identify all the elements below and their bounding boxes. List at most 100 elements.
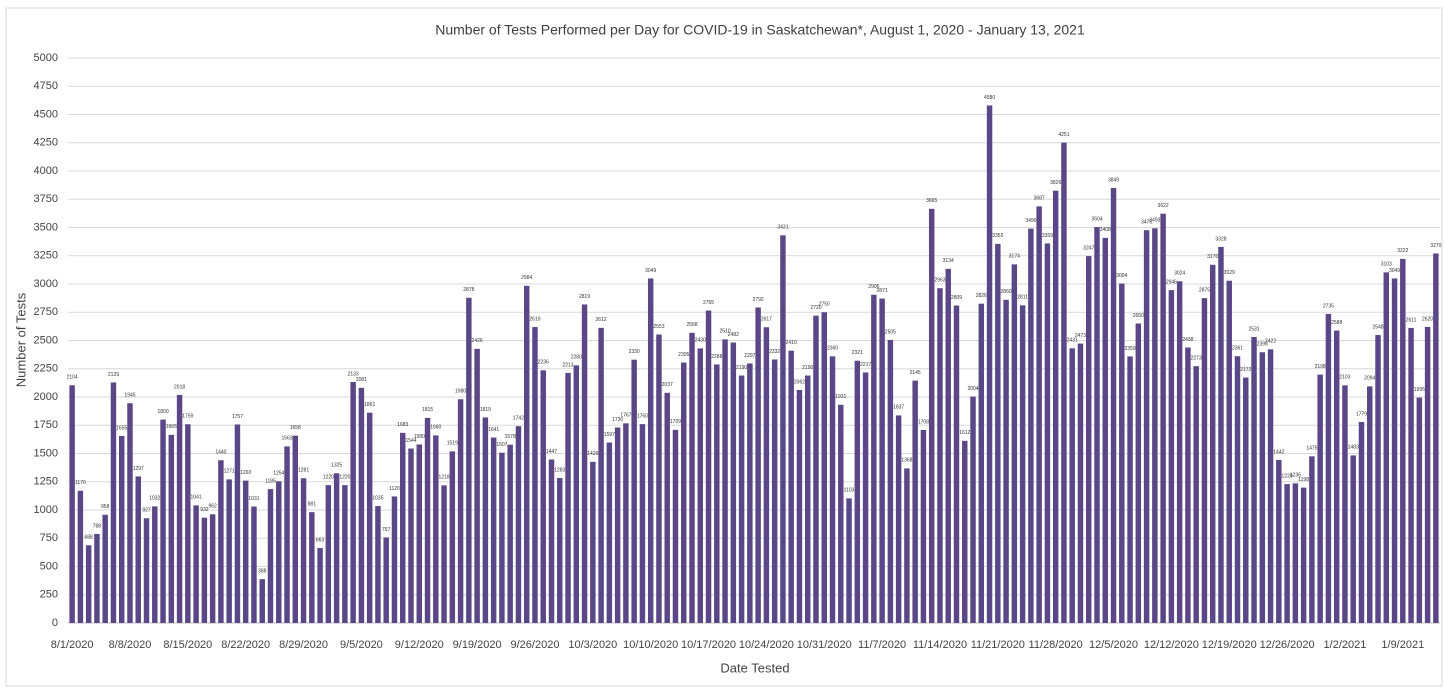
x-tick-label: 10/17/2020 bbox=[681, 639, 736, 651]
bar bbox=[887, 339, 894, 623]
value-label: 2213 bbox=[562, 362, 573, 368]
bar bbox=[449, 451, 456, 623]
value-label: 1655 bbox=[116, 425, 127, 431]
value-label: 1931 bbox=[835, 394, 846, 400]
value-label: 2438 bbox=[1182, 337, 1193, 343]
value-label: 2505 bbox=[885, 329, 896, 335]
value-label: 2288 bbox=[711, 354, 722, 360]
value-label: 2094 bbox=[1364, 376, 1375, 382]
bar bbox=[1267, 349, 1274, 623]
x-tick-label: 11/7/2020 bbox=[858, 639, 906, 651]
bar bbox=[474, 348, 480, 623]
bar bbox=[490, 437, 497, 623]
value-label: 3004 bbox=[1116, 273, 1127, 279]
value-label: 3134 bbox=[943, 258, 954, 264]
value-label: 2018 bbox=[174, 384, 185, 390]
value-label: 1597 bbox=[604, 432, 615, 438]
bar bbox=[391, 496, 398, 623]
value-label: 1440 bbox=[215, 450, 226, 456]
bar bbox=[1077, 343, 1084, 623]
value-label: 2875 bbox=[1199, 287, 1210, 293]
value-label: 1032 bbox=[149, 496, 160, 502]
value-label: 1281 bbox=[298, 468, 309, 474]
value-label: 1426 bbox=[587, 451, 598, 457]
value-label: 3024 bbox=[1174, 271, 1185, 277]
bar bbox=[441, 485, 447, 623]
bar bbox=[226, 479, 232, 623]
value-label: 2553 bbox=[653, 324, 664, 330]
bar bbox=[639, 424, 646, 623]
bar bbox=[1135, 323, 1142, 623]
value-label: 1254 bbox=[273, 471, 284, 477]
bar bbox=[862, 372, 869, 623]
value-label: 3174 bbox=[1009, 254, 1020, 260]
bar bbox=[102, 514, 108, 623]
value-label: 1283 bbox=[554, 467, 565, 473]
value-label: 2198 bbox=[1315, 364, 1326, 370]
bar bbox=[937, 288, 943, 623]
bar bbox=[879, 298, 885, 623]
x-tick-label: 11/14/2020 bbox=[913, 639, 967, 651]
bar bbox=[1152, 228, 1158, 623]
bar bbox=[1367, 386, 1373, 623]
value-label: 1995 bbox=[1414, 387, 1425, 393]
x-tick-label: 1/2/2021 bbox=[1324, 639, 1367, 651]
bar bbox=[1259, 352, 1266, 623]
value-label: 962 bbox=[208, 504, 217, 510]
bar bbox=[1251, 336, 1257, 623]
bar bbox=[1086, 256, 1092, 623]
value-label: 1103 bbox=[844, 488, 855, 494]
y-tick-label: 3250 bbox=[34, 250, 58, 262]
bar bbox=[1300, 487, 1307, 623]
value-label: 2217 bbox=[860, 362, 871, 368]
bar bbox=[1028, 228, 1034, 623]
value-label: 3355 bbox=[992, 233, 1003, 239]
value-label: 2361 bbox=[1232, 346, 1243, 352]
value-label: 2103 bbox=[1339, 375, 1350, 381]
bar bbox=[738, 375, 745, 623]
value-label: 2273 bbox=[1191, 355, 1202, 361]
bar bbox=[507, 444, 513, 623]
y-tick-label: 2750 bbox=[34, 306, 58, 318]
x-axis-label: Date Tested bbox=[720, 660, 789, 675]
bar bbox=[623, 423, 629, 623]
value-label: 1658 bbox=[290, 425, 301, 431]
value-label: 3849 bbox=[1108, 177, 1119, 183]
value-label: 1035 bbox=[372, 495, 383, 501]
y-tick-label: 1250 bbox=[34, 476, 58, 488]
value-label: 1580 bbox=[414, 434, 425, 440]
bar bbox=[515, 426, 522, 623]
bar bbox=[581, 304, 588, 623]
bar bbox=[350, 381, 356, 623]
value-label: 2588 bbox=[1331, 320, 1342, 326]
value-label: 1185 bbox=[265, 478, 276, 484]
x-tick-label: 12/5/2020 bbox=[1089, 639, 1138, 651]
value-label: 2360 bbox=[827, 346, 838, 352]
value-label: 3408 bbox=[1100, 227, 1111, 233]
bar bbox=[1333, 330, 1340, 623]
value-label: 1447 bbox=[546, 449, 557, 455]
x-tick-label: 8/1/2020 bbox=[51, 639, 94, 651]
bar bbox=[118, 435, 125, 623]
value-label: 2611 bbox=[1406, 317, 1417, 323]
bar bbox=[854, 360, 861, 623]
value-label: 2826 bbox=[976, 293, 987, 299]
bar bbox=[342, 485, 348, 623]
bar bbox=[160, 419, 166, 623]
bar bbox=[193, 505, 199, 623]
value-label: 1945 bbox=[124, 393, 135, 399]
x-tick-label: 9/26/2020 bbox=[511, 639, 560, 651]
bar bbox=[127, 403, 133, 623]
bar bbox=[383, 537, 389, 623]
bar bbox=[1309, 456, 1315, 623]
value-label: 2280 bbox=[571, 355, 582, 361]
value-label: 3170 bbox=[1207, 254, 1218, 260]
bar bbox=[77, 490, 84, 623]
bar bbox=[1424, 326, 1431, 623]
x-tick-label: 9/5/2020 bbox=[340, 639, 383, 651]
bar bbox=[829, 356, 836, 623]
value-label: 1198 bbox=[1298, 477, 1309, 483]
value-label: 663 bbox=[316, 537, 325, 543]
value-label: 2104 bbox=[67, 375, 78, 381]
bar bbox=[416, 444, 422, 623]
